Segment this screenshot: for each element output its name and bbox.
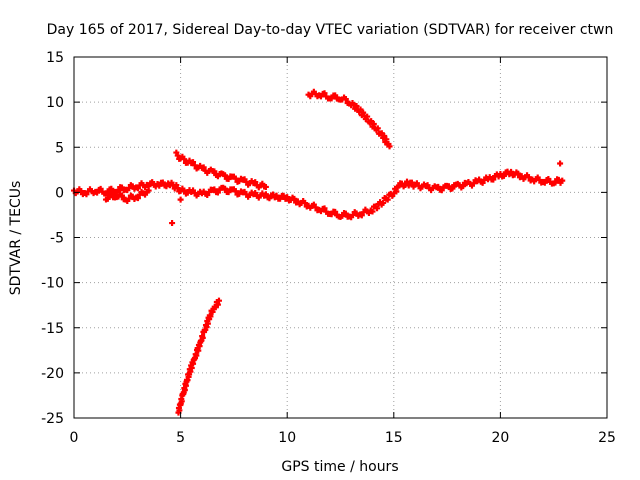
x-tick-label: 10 (278, 430, 296, 446)
x-tick-label: 0 (70, 430, 79, 446)
data-point (332, 92, 339, 99)
x-tick-label: 5 (176, 430, 185, 446)
data-point (222, 172, 229, 179)
data-point (393, 188, 400, 195)
y-tick-label: 10 (46, 95, 64, 111)
data-point (215, 297, 222, 304)
x-tick-label: 20 (491, 430, 509, 446)
data-point (508, 168, 515, 175)
data-point (178, 398, 185, 405)
data-point (364, 113, 371, 120)
data-point (214, 189, 221, 196)
data-point (134, 195, 141, 202)
data-point (559, 177, 566, 184)
plot-frame (73, 56, 608, 419)
data-point (500, 172, 507, 179)
data-point (321, 90, 328, 97)
data-point (273, 192, 280, 199)
y-tick-label: -25 (41, 411, 64, 427)
data-point (207, 313, 214, 320)
data-point (370, 121, 377, 128)
data-point (374, 125, 381, 132)
data-point (145, 187, 152, 194)
data-point (262, 183, 269, 190)
y-tick-label: 5 (55, 140, 64, 156)
data-point (190, 159, 197, 166)
data-point (342, 96, 349, 103)
data-point (301, 200, 308, 207)
chart-title: Day 165 of 2017, Sidereal Day-to-day VTE… (47, 22, 614, 38)
data-point (460, 183, 467, 190)
y-tick-labels: 15 10 5 0 -5 -10 -15 -20 -25 (41, 50, 64, 427)
data-point (118, 192, 125, 199)
x-tick-label: 25 (598, 430, 616, 446)
data-point (557, 160, 564, 167)
data-point (169, 220, 176, 227)
data-point (280, 192, 287, 199)
data-point (104, 195, 111, 202)
data-point (515, 170, 522, 177)
series-isolated-points (169, 160, 564, 227)
data-point (386, 143, 393, 150)
data-point (232, 175, 239, 182)
data-point (357, 106, 364, 113)
data-point (369, 208, 376, 215)
data-point (211, 168, 218, 175)
data-point (200, 164, 207, 171)
data-point (177, 196, 184, 203)
y-tick-label: -15 (41, 321, 64, 337)
data-point (358, 212, 365, 219)
data-point (188, 365, 195, 372)
data-point (284, 194, 291, 201)
y-axis-label: SDTVAR / TECUs (8, 181, 24, 296)
data-point (525, 174, 532, 181)
data-point (252, 179, 259, 186)
series-main-band (71, 168, 566, 221)
data-point (187, 368, 194, 375)
series-lower-offset-band (102, 187, 152, 204)
data-point (222, 185, 229, 192)
x-tick-labels: 0 5 10 15 20 25 (70, 430, 616, 446)
data-point (195, 347, 202, 354)
data-point (232, 188, 239, 195)
data-points (71, 88, 566, 416)
y-tick-label: 15 (46, 50, 64, 66)
data-point (291, 195, 298, 202)
data-point (380, 199, 387, 206)
data-point (490, 176, 497, 183)
y-tick-label: -10 (41, 276, 64, 292)
data-point (374, 205, 381, 212)
y-tick-label: 0 (55, 185, 64, 201)
y-tick-label: -5 (50, 231, 64, 247)
data-point (449, 185, 456, 192)
data-point (321, 205, 328, 212)
data-point (384, 196, 391, 203)
grid-lines (74, 57, 607, 418)
data-point (115, 187, 122, 194)
data-point (262, 191, 269, 198)
data-point (191, 162, 198, 169)
data-point (204, 320, 211, 327)
series-upper-descending-band (173, 149, 269, 191)
data-point (193, 352, 200, 359)
data-point (353, 102, 360, 109)
y-tick-label: -20 (41, 366, 64, 382)
data-point (332, 208, 339, 215)
data-point (383, 136, 390, 143)
data-point (181, 156, 188, 163)
data-point (203, 324, 210, 331)
series-high-segment (305, 88, 393, 150)
data-point (360, 109, 367, 116)
series-steep-segment (175, 297, 222, 416)
data-point (199, 334, 206, 341)
data-point (552, 179, 559, 186)
x-tick-label: 15 (385, 430, 403, 446)
data-point (176, 407, 183, 414)
axis-ticks (73, 56, 608, 419)
data-point (381, 133, 388, 140)
x-axis-label: GPS time / hours (281, 459, 398, 475)
